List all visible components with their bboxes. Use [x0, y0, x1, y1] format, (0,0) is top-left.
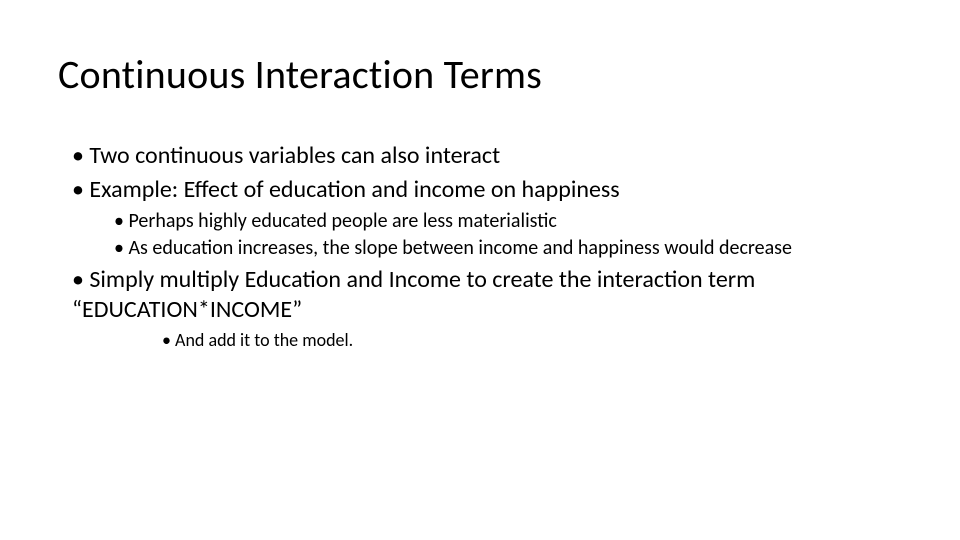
- bullet-item: And add it to the model.: [162, 329, 902, 352]
- bullet-item: Perhaps highly educated people are less …: [114, 209, 902, 234]
- slide-title: Continuous Interaction Terms: [58, 50, 902, 99]
- bullet-item: Example: Effect of education and income …: [72, 175, 902, 205]
- bullet-list-level3: And add it to the model.: [114, 329, 902, 352]
- bullet-item: Simply multiply Education and Income to …: [72, 265, 902, 325]
- bullet-list-level2: And add it to the model.: [72, 329, 902, 352]
- bullet-list-level1: Two continuous variables can also intera…: [58, 141, 902, 352]
- slide: Continuous Interaction Terms Two continu…: [0, 0, 960, 540]
- bullet-item: As education increases, the slope betwee…: [114, 236, 902, 261]
- bullet-item: Two continuous variables can also intera…: [72, 141, 902, 171]
- bullet-list-level2: Perhaps highly educated people are less …: [72, 209, 902, 261]
